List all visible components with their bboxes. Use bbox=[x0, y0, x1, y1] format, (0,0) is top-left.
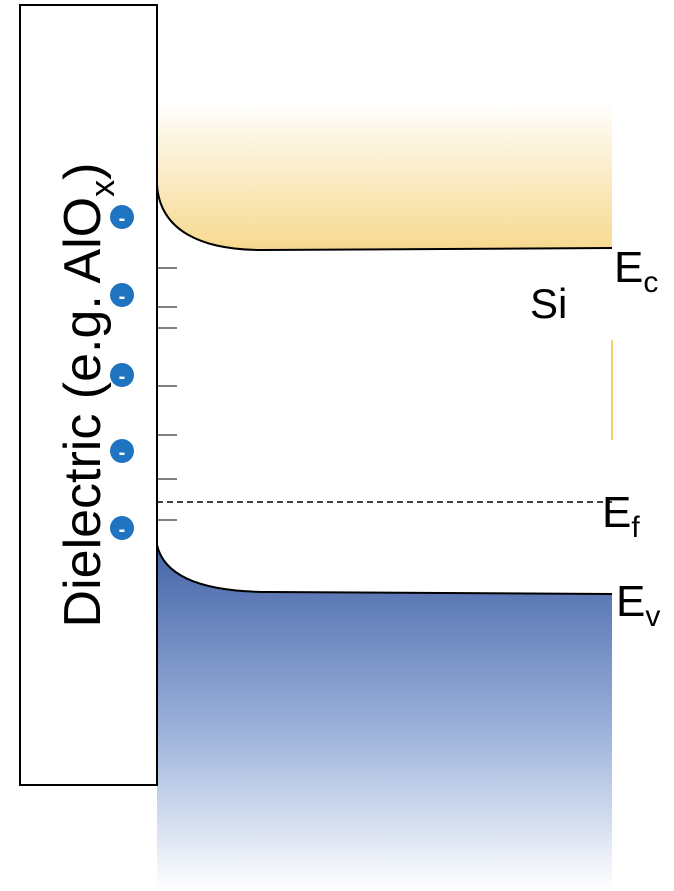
band-diagram: Dielectric (e.g. AlOx) - - - - - Si Ec E… bbox=[0, 0, 674, 891]
ev-label: Ev bbox=[616, 577, 660, 633]
dielectric-text: Dielectric (e.g. AlO bbox=[54, 197, 112, 628]
ef-label: Ef bbox=[602, 488, 640, 544]
conduction-band-fill bbox=[157, 100, 612, 250]
level-subscript: c bbox=[643, 266, 658, 299]
valence-band-fill bbox=[157, 545, 612, 891]
charge-sign: - bbox=[119, 208, 126, 230]
valence-band-edge bbox=[157, 545, 612, 594]
level-symbol: E bbox=[616, 577, 645, 626]
level-subscript: f bbox=[631, 511, 640, 544]
charge-sign: - bbox=[119, 442, 126, 464]
material-label: Si bbox=[530, 280, 567, 327]
dielectric-subscript: x bbox=[84, 180, 122, 197]
charge-sign: - bbox=[119, 366, 126, 388]
ec-label: Ec bbox=[614, 243, 658, 299]
charge-sign: - bbox=[119, 519, 126, 541]
charge-sign: - bbox=[119, 286, 126, 308]
level-symbol: E bbox=[602, 488, 631, 537]
level-subscript: v bbox=[645, 600, 660, 633]
dielectric-suffix: ) bbox=[54, 163, 112, 180]
dielectric-label: Dielectric (e.g. AlOx) bbox=[54, 163, 122, 628]
level-symbol: E bbox=[614, 243, 643, 292]
